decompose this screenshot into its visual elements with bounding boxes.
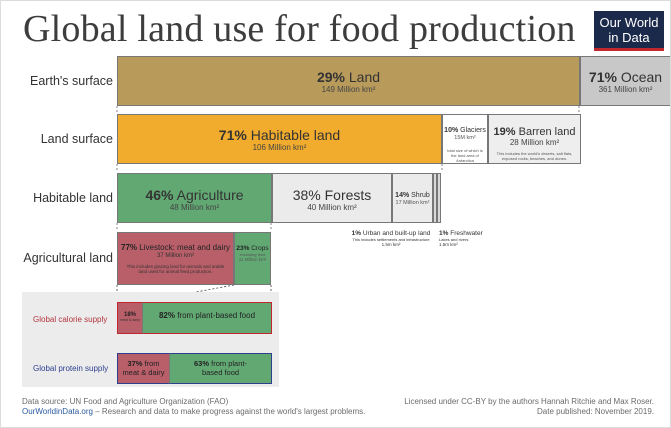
agriculture-area: 48 Million km² <box>169 203 220 212</box>
ocean-pct: 71% <box>588 69 617 85</box>
agriculture-name: Agriculture <box>176 187 244 203</box>
habitable-name: Habitable land <box>250 127 341 143</box>
bar-shrub: 14% Shrub 17 Million km² <box>392 173 433 223</box>
shrub-name: Shrub <box>411 192 430 199</box>
protein-meat-pct: 37% <box>127 359 143 368</box>
bar-calorie-plant: 82% from plant-based food <box>143 302 272 334</box>
freshwater-name: Freshwater <box>450 230 483 237</box>
bar-urban <box>433 173 437 223</box>
footer-tagline: – Research and data to make progress aga… <box>93 407 366 416</box>
ocean-name: Ocean <box>620 69 663 85</box>
calorie-plant-pct: 82% <box>158 311 175 320</box>
shrub-pct: 14% <box>395 192 410 199</box>
row-label-habitable: Habitable land <box>33 191 113 205</box>
shrub-area: 17 Million km² <box>395 200 430 206</box>
row-label-calorie: Global calorie supply <box>33 315 108 324</box>
freshwater-note: Lakes and rivers <box>439 237 469 242</box>
urban-area: 1.5m km² <box>381 242 401 247</box>
crops-area: 11 Million km² <box>238 257 267 262</box>
bar-habitable-land: 71% Habitable land 106 Million km² <box>117 114 442 164</box>
land-area: 149 Million km² <box>321 85 376 94</box>
crops-pct: 23% <box>236 245 250 252</box>
habitable-area: 106 Million km² <box>252 143 307 152</box>
barren-pct: 19% <box>493 126 516 138</box>
row-label-earth: Earth's surface <box>30 74 113 88</box>
bar-barren-land: 19% Barren land 28 Million km² This incl… <box>488 114 581 164</box>
bar-agriculture: 46% Agriculture 48 Million km² <box>117 173 272 223</box>
forests-area: 40 Million km² <box>307 203 357 212</box>
protein-plant-name: from plant-based food <box>201 359 247 377</box>
calorie-plant-name: from plant-based food <box>177 311 256 320</box>
row-label-agricultural: Agricultural land <box>23 251 113 265</box>
bar-freshwater <box>437 173 441 223</box>
livestock-pct: 77% <box>121 243 138 252</box>
logo-line-1: Our World <box>599 15 659 30</box>
urban-name: Urban and built-up land <box>362 230 431 237</box>
crops-note: excluding feed <box>239 252 266 257</box>
ocean-area: 361 Million km² <box>598 85 653 94</box>
land-name: Land <box>348 69 381 85</box>
bar-glaciers: 10% Glaciers 15M km² total size of which… <box>442 114 488 164</box>
forests-name: Forests <box>324 187 372 203</box>
footer-published: Date published: November 2019. <box>537 407 654 416</box>
barren-area: 28 Million km² <box>509 138 560 147</box>
footer-site-link[interactable]: OurWorldinData.org <box>22 407 93 416</box>
freshwater-pct: 1% <box>439 230 449 237</box>
row-label-protein: Global protein supply <box>33 364 109 373</box>
owid-logo[interactable]: Our World in Data <box>594 11 664 51</box>
row-label-land: Land surface <box>40 132 113 146</box>
footer-source: Data source: UN Food and Agriculture Org… <box>22 397 229 406</box>
bar-forests: 38% Forests 40 Million km² <box>272 173 392 223</box>
glaciers-note: total size of which is the land area of … <box>447 147 483 163</box>
bar-crops: 23% Crops excluding feed 11 Million km² <box>234 232 271 285</box>
livestock-area: 37 Million km² <box>156 253 194 259</box>
urban-label: 1% Urban and built-up land This includes… <box>346 230 436 247</box>
protein-meat-name: from meat & dairy <box>122 359 165 377</box>
land-pct: 29% <box>316 69 345 85</box>
urban-pct: 1% <box>351 230 361 237</box>
freshwater-area: 1.5m km² <box>439 242 458 247</box>
chart-title: Global land use for food production <box>23 8 576 50</box>
logo-line-2: in Data <box>608 30 650 45</box>
calorie-meat-name: meat & dairy <box>120 318 140 322</box>
livestock-note: This includes grazing land for animals a… <box>126 263 225 275</box>
bar-protein-plant: 63% from plant-based food <box>170 353 272 384</box>
bar-protein-meat: 37% from meat & dairy <box>117 353 170 384</box>
glaciers-area: 15M km² <box>454 135 476 141</box>
habitable-pct: 71% <box>218 127 247 143</box>
footer-license: Licensed under CC-BY by the authors Hann… <box>404 397 654 406</box>
calorie-meat-pct: 18% <box>123 312 136 318</box>
forests-pct: 38% <box>292 187 321 203</box>
crops-name: Crops <box>251 245 269 252</box>
glaciers-pct: 10% <box>444 127 459 134</box>
protein-plant-pct: 63% <box>194 359 210 368</box>
bar-calorie-meat: 18% meat & dairy <box>117 302 143 334</box>
agriculture-pct: 46% <box>145 187 174 203</box>
bar-ocean: 71% Ocean 361 Million km² <box>580 56 670 106</box>
freshwater-label: 1% Freshwater Lakes and rivers 1.5m km² <box>439 230 489 247</box>
footer-site-line: OurWorldinData.org – Research and data t… <box>22 407 365 416</box>
barren-name: Barren land <box>518 126 576 138</box>
bar-livestock: 77% Livestock: meat and dairy 37 Million… <box>117 232 234 285</box>
urban-note: This includes settlements and infrastruc… <box>352 237 430 242</box>
bar-land: 29% Land 149 Million km² <box>117 56 580 106</box>
barren-note: This includes the world's deserts, salt … <box>496 151 573 161</box>
livestock-name: Livestock: meat and dairy <box>139 243 230 252</box>
glaciers-name: Glaciers <box>460 127 486 134</box>
